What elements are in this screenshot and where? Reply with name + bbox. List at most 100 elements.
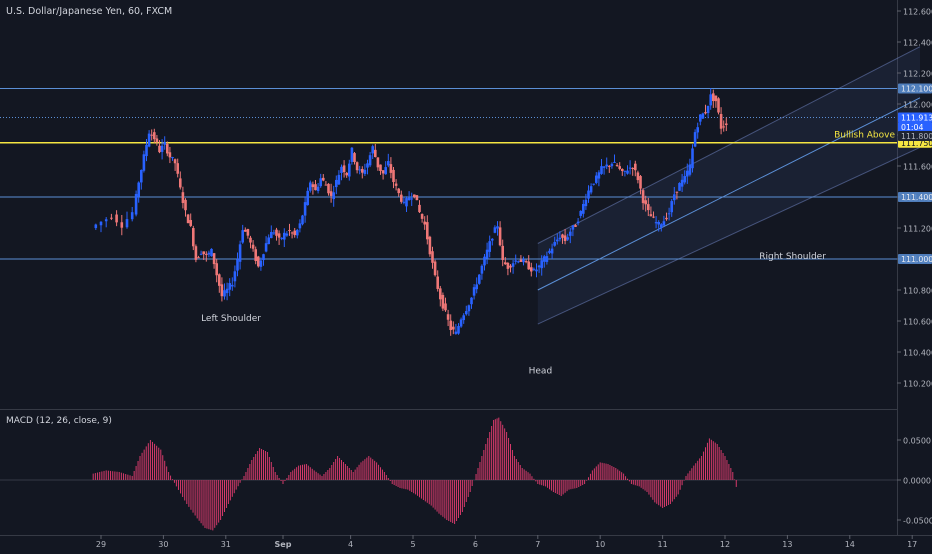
time-tick-label: 30 bbox=[158, 540, 168, 549]
time-tick-label: 4 bbox=[348, 540, 353, 549]
candle-body bbox=[654, 222, 658, 224]
time-tick-label: 6 bbox=[473, 540, 478, 549]
candle-body bbox=[550, 248, 554, 254]
candle-body bbox=[709, 94, 712, 106]
candle-body bbox=[652, 216, 655, 218]
price-tags: 112.100 111.750 111.400 111.000 111.91301:04… bbox=[898, 83, 932, 264]
candle-body bbox=[309, 182, 312, 191]
candle-body bbox=[587, 190, 590, 199]
candle-body bbox=[571, 225, 575, 230]
candle-body bbox=[296, 229, 299, 236]
channel-upper-line bbox=[537, 46, 921, 244]
channel-fill bbox=[537, 46, 920, 325]
time-tick-label: 29 bbox=[96, 540, 106, 549]
candle-body bbox=[244, 229, 247, 232]
candle-body bbox=[719, 113, 723, 129]
candle-body bbox=[197, 257, 200, 259]
candle-body bbox=[680, 179, 684, 187]
candle-body bbox=[142, 154, 146, 171]
candle-body bbox=[714, 95, 718, 102]
candle-body bbox=[691, 148, 694, 169]
candle-body bbox=[686, 170, 689, 177]
annotation-right-shoulder: Right Shoulder bbox=[759, 252, 826, 262]
candle-body bbox=[246, 229, 250, 236]
candle-body bbox=[94, 224, 98, 229]
candle-body bbox=[493, 227, 497, 233]
candle-body bbox=[381, 170, 385, 174]
candle-body bbox=[675, 191, 679, 193]
candle-body bbox=[257, 256, 260, 267]
time-axis[interactable]: 29 30 31 Sep 4 5 6 7 10 11 12 13 14 17 bbox=[96, 535, 917, 549]
candle-body bbox=[319, 178, 322, 187]
candle-body bbox=[280, 237, 283, 239]
price-tick-label: 112.600 bbox=[903, 8, 932, 17]
candle-body bbox=[543, 256, 546, 262]
candle-body bbox=[426, 222, 429, 240]
candle-body bbox=[545, 256, 549, 262]
candle-body bbox=[667, 213, 671, 215]
candle-body bbox=[342, 165, 346, 173]
candle-body bbox=[712, 93, 715, 102]
macd-axis[interactable]: 0.0500 0.0000 -0.0500 bbox=[897, 437, 932, 526]
candle-body bbox=[210, 248, 213, 257]
candle-body bbox=[696, 127, 699, 133]
candle-body bbox=[649, 214, 653, 217]
candle-body bbox=[673, 194, 676, 201]
price-tag-box bbox=[898, 83, 932, 94]
time-tick-label: 12 bbox=[720, 540, 730, 549]
channel-lower-line bbox=[537, 146, 921, 325]
candle-body bbox=[272, 232, 276, 234]
candle-body bbox=[626, 170, 629, 174]
candle-body bbox=[436, 276, 439, 289]
price-tag-box bbox=[898, 192, 932, 202]
candle-body bbox=[517, 261, 520, 263]
annotation-bullish-above: Bullish Above bbox=[834, 130, 895, 140]
candle-body bbox=[202, 251, 205, 255]
price-tick-label: 112.200 bbox=[903, 70, 932, 79]
candle-body bbox=[444, 303, 447, 311]
candle-body bbox=[189, 220, 192, 226]
candle-body bbox=[397, 188, 400, 194]
candle-body bbox=[251, 244, 255, 249]
time-tick-label: 13 bbox=[782, 540, 792, 549]
candle-body bbox=[153, 132, 156, 140]
candle-body bbox=[350, 147, 354, 162]
regression-channel bbox=[537, 46, 921, 325]
candle-body bbox=[563, 235, 567, 241]
candle-body bbox=[641, 190, 645, 204]
candle-body bbox=[589, 186, 593, 193]
candle-body bbox=[241, 230, 244, 243]
candle-body bbox=[137, 182, 140, 197]
candle-body bbox=[605, 164, 608, 167]
candle-body bbox=[498, 227, 502, 246]
candle-body bbox=[439, 288, 442, 300]
candle-body bbox=[579, 210, 582, 216]
candle-body bbox=[259, 260, 263, 267]
candle-body bbox=[644, 200, 647, 205]
candle-body bbox=[433, 261, 437, 276]
candle-body bbox=[631, 167, 634, 169]
candle-body bbox=[530, 267, 533, 272]
grid-lines bbox=[0, 0, 932, 536]
candle-body bbox=[699, 114, 702, 122]
candle-body bbox=[722, 126, 725, 128]
macd-title: MACD (12, 26, close, 9) bbox=[6, 416, 112, 426]
candle-body bbox=[634, 163, 637, 171]
candle-body bbox=[566, 237, 569, 240]
candle-body bbox=[236, 259, 239, 271]
candle-body bbox=[171, 156, 174, 159]
candle-body bbox=[215, 263, 218, 276]
candle-body bbox=[316, 186, 320, 192]
time-tick-label: 11 bbox=[658, 540, 668, 549]
candle-body bbox=[99, 221, 103, 226]
candle-body bbox=[670, 201, 673, 213]
candle-body bbox=[527, 261, 530, 270]
candle-body bbox=[485, 249, 489, 259]
candle-body bbox=[558, 237, 562, 240]
candle-body bbox=[223, 290, 226, 297]
candle-body bbox=[420, 214, 424, 219]
channel-mid-line bbox=[537, 97, 921, 291]
